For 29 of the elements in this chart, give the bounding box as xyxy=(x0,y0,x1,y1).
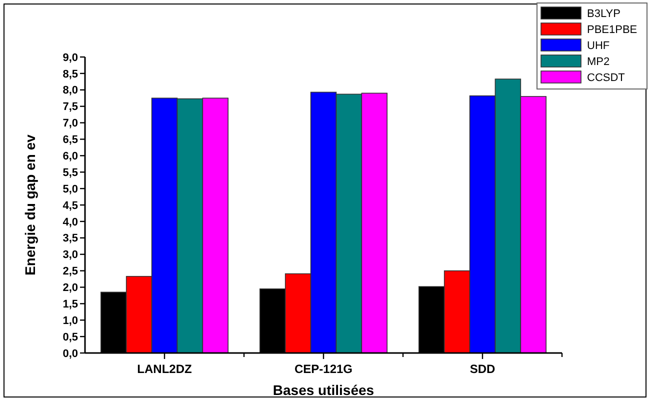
y-tick-label: 4,5 xyxy=(62,200,78,212)
x-tick-label: SDD xyxy=(470,362,496,376)
x-axis-title: Bases utilisées xyxy=(272,382,374,398)
x-tick-label: LANL2DZ xyxy=(137,362,192,376)
y-tick-label: 0,5 xyxy=(62,331,78,344)
y-tick-label: 9,0 xyxy=(62,52,78,64)
legend-label: UHF xyxy=(587,40,610,52)
y-tick-label: 0,0 xyxy=(62,348,78,360)
y-tick-label: 7,0 xyxy=(62,118,78,130)
y-axis-title: Energie du gap en ev xyxy=(22,134,38,276)
legend-label: MP2 xyxy=(587,56,610,68)
y-tick-label: 3,0 xyxy=(62,249,78,262)
y-tick-label: 5,5 xyxy=(62,166,78,179)
y-tick-label: 5,0 xyxy=(62,183,78,196)
y-tick-label: 2,0 xyxy=(62,282,78,294)
y-tick-label: 4,0 xyxy=(62,216,78,228)
y-tick-label: 1,5 xyxy=(62,298,78,311)
y-tick-label: 1,0 xyxy=(62,314,78,327)
legend-label: CCSDT xyxy=(587,72,626,84)
y-tick-label: 7,5 xyxy=(62,101,78,114)
y-tick-label: 3,5 xyxy=(62,232,78,245)
y-tick-label: 8,5 xyxy=(62,68,78,80)
legend-label: PBE1PBE xyxy=(587,24,638,36)
legend-label: B3LYP xyxy=(587,8,620,20)
y-tick-label: 6,5 xyxy=(62,134,78,146)
y-tick-label: 6,0 xyxy=(62,150,78,163)
x-tick-label: CEP-121G xyxy=(294,362,353,376)
y-tick-label: 8,0 xyxy=(62,84,78,97)
y-tick-label: 2,5 xyxy=(62,266,78,278)
